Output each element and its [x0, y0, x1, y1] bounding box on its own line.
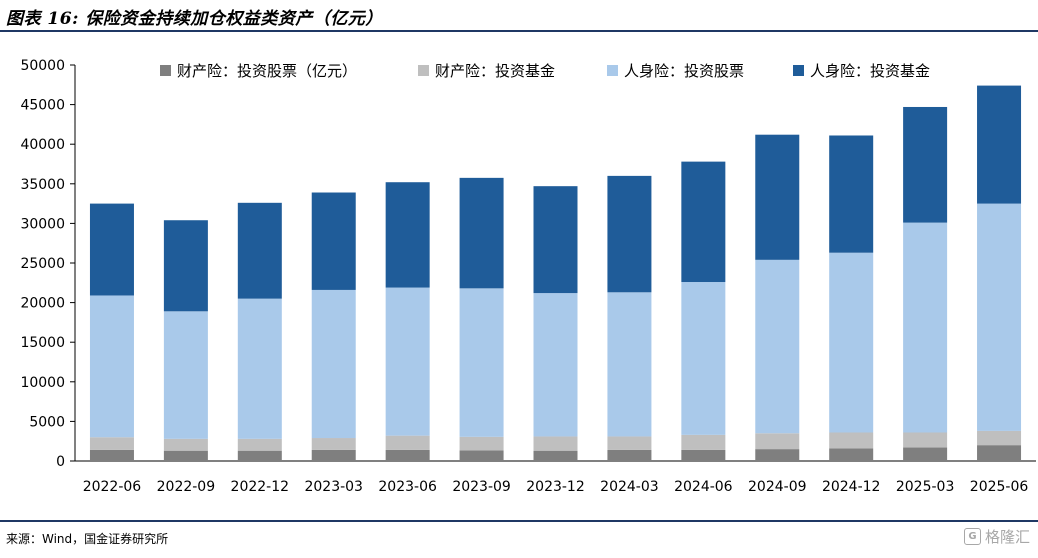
bar-segment-series-0 — [829, 448, 874, 461]
bar-segment-series-1 — [311, 438, 356, 450]
bar-segment-series-0 — [459, 450, 504, 461]
bar-segment-series-1 — [163, 438, 208, 451]
bar-segment-series-2 — [237, 298, 282, 439]
bar-segment-series-1 — [533, 436, 578, 451]
bar-segment-series-0 — [607, 449, 652, 461]
bar-segment-series-2 — [163, 311, 208, 439]
y-tick-label: 20000 — [20, 296, 65, 312]
x-tick-label: 2024-12 — [822, 479, 881, 495]
watermark-text: 格隆汇 — [984, 528, 1030, 546]
x-tick-label: 2023-06 — [378, 479, 437, 495]
bar-segment-series-1 — [755, 433, 800, 450]
watermark: G 格隆汇 — [963, 526, 1030, 547]
bar-segment-series-0 — [311, 449, 356, 461]
legend-swatch — [160, 65, 171, 76]
bar-segment-series-2 — [533, 293, 578, 437]
bar-segment-series-2 — [903, 222, 948, 433]
y-tick-label: 50000 — [20, 58, 65, 74]
bar-segment-series-2 — [459, 288, 504, 437]
bar-segment-series-2 — [89, 295, 134, 438]
bar-segment-series-0 — [533, 450, 578, 461]
y-tick-label: 40000 — [20, 137, 65, 153]
legend-swatch — [418, 65, 429, 76]
bar-segment-series-3 — [459, 177, 504, 289]
x-tick-label: 2023-09 — [452, 479, 511, 495]
bar-segment-series-2 — [755, 259, 800, 434]
figure-title: 图表 16: 保险资金持续加仓权益类资产（亿元） — [6, 9, 383, 29]
bar-segment-series-0 — [977, 445, 1022, 461]
legend-label: 人身险：投资基金 — [810, 62, 930, 80]
bar-segment-series-3 — [533, 186, 578, 294]
bar-segment-series-1 — [385, 435, 430, 450]
x-tick-label: 2024-03 — [600, 479, 659, 495]
x-tick-label: 2024-09 — [748, 479, 807, 495]
x-tick-label: 2022-06 — [83, 479, 142, 495]
y-tick-label: 5000 — [29, 414, 65, 430]
bar-segment-series-3 — [977, 85, 1022, 204]
bar-segment-series-2 — [385, 287, 430, 436]
legend-label: 财产险：投资基金 — [435, 62, 555, 80]
bar-segment-series-3 — [755, 134, 800, 260]
bar-segment-series-3 — [607, 175, 652, 293]
bar-segment-series-1 — [607, 436, 652, 450]
bar-segment-series-0 — [681, 449, 726, 461]
y-tick-label: 35000 — [20, 177, 65, 193]
bar-segment-series-3 — [385, 182, 430, 288]
bar-segment-series-3 — [237, 202, 282, 299]
x-tick-label: 2022-09 — [157, 479, 216, 495]
bar-segment-series-2 — [681, 282, 726, 435]
bar-segment-series-0 — [89, 449, 134, 461]
legend-swatch — [793, 65, 804, 76]
bar-segment-series-0 — [237, 450, 282, 461]
y-tick-label: 25000 — [20, 256, 65, 272]
bar-segment-series-3 — [681, 161, 726, 283]
bar-segment-series-3 — [311, 192, 356, 290]
bar-segment-series-3 — [829, 135, 874, 253]
x-tick-label: 2023-03 — [304, 479, 363, 495]
stacked-bar-chart: 财产险：投资股票（亿元） 财产险：投资基金 人身险：投资股票 人身险：投资基金 202… — [20, 58, 1036, 495]
chart-bars — [89, 85, 1022, 461]
bar-segment-series-0 — [163, 450, 208, 461]
legend-label: 财产险：投资股票（亿元） — [177, 62, 357, 80]
bar-segment-series-1 — [977, 430, 1022, 446]
bar-segment-series-1 — [903, 432, 948, 448]
bar-segment-series-1 — [459, 436, 504, 451]
watermark-logo-icon: G — [963, 528, 981, 545]
source-note: 来源：Wind，国金证券研究所 — [6, 532, 169, 546]
bar-segment-series-2 — [829, 252, 874, 433]
y-tick-label: 15000 — [20, 335, 65, 351]
top-rule — [0, 30, 1038, 32]
y-tick-label: 30000 — [20, 216, 65, 232]
y-tick-label: 0 — [56, 454, 65, 470]
x-tick-label: 2024-06 — [674, 479, 733, 495]
bar-segment-series-0 — [385, 449, 430, 461]
bar-segment-series-3 — [89, 203, 134, 296]
bar-segment-series-1 — [681, 434, 726, 450]
bar-segment-series-1 — [237, 438, 282, 451]
y-axis-ticks: 0 5000 10000 15000 20000 25000 30000 35000 40000… — [20, 58, 75, 470]
x-tick-label: 2022-12 — [231, 479, 290, 495]
bar-segment-series-1 — [89, 437, 134, 450]
legend-label: 人身险：投资股票 — [624, 62, 744, 80]
x-axis-ticks: 2022-06 2022-09 2022-12 2023-03 2023-06 2023-… — [83, 479, 1029, 495]
chart-legend: 财产险：投资股票（亿元） 财产险：投资基金 人身险：投资股票 人身险：投资基金 — [160, 62, 930, 80]
x-tick-label: 2025-06 — [970, 479, 1029, 495]
x-tick-label: 2025-03 — [896, 479, 955, 495]
x-tick-label: 2023-12 — [526, 479, 585, 495]
bar-segment-series-2 — [311, 289, 356, 439]
y-tick-label: 45000 — [20, 98, 65, 114]
bottom-rule — [0, 520, 1038, 522]
legend-swatch — [607, 65, 618, 76]
bar-segment-series-2 — [977, 203, 1022, 431]
bar-segment-series-0 — [903, 447, 948, 461]
bar-segment-series-0 — [755, 449, 800, 461]
bar-segment-series-3 — [163, 220, 208, 312]
bar-segment-series-1 — [829, 432, 874, 449]
bar-segment-series-2 — [607, 292, 652, 437]
y-tick-label: 10000 — [20, 375, 65, 391]
bar-segment-series-3 — [903, 106, 948, 223]
